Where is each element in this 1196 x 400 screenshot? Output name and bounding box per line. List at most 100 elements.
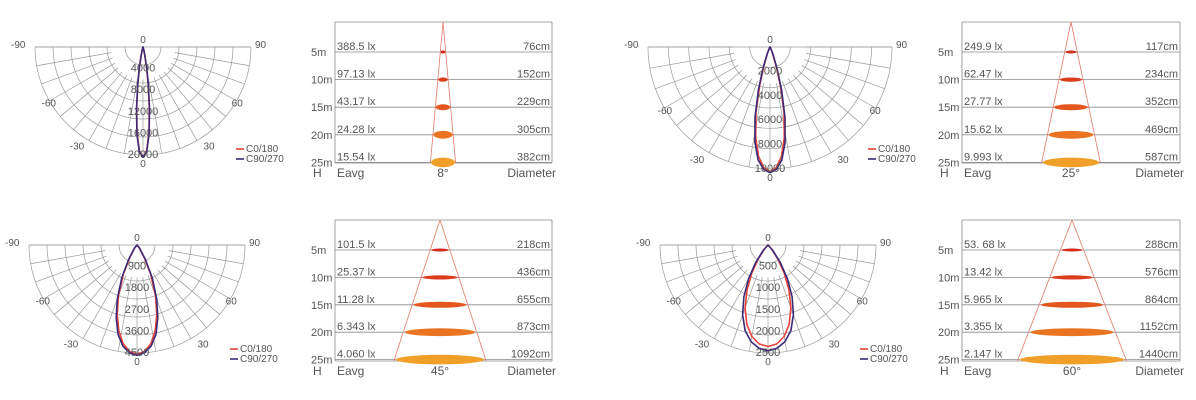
polar-angle-label: 0 <box>134 357 140 368</box>
illuminance-value: 249.9 lx <box>964 41 1003 53</box>
polar-grid-spoke <box>793 74 849 141</box>
beam-spot <box>1054 104 1088 111</box>
legend-label: C90/270 <box>240 354 278 365</box>
illuminance-table-5: 5m 101.5 lx 218cm 10m 25.37 lx 436cm 15m 11.28 … <box>311 219 556 378</box>
illuminance-value: 53. 68 lx <box>964 239 1006 251</box>
legend-label: C0/180 <box>246 144 279 155</box>
diameter-value: 152cm <box>517 69 550 81</box>
beam-cone-left <box>1041 21 1072 164</box>
polar-diagram-4: -90 90 -60 60 -30 30 0 0 900 1800 2700 3600 4500 C0/1… <box>5 233 278 368</box>
polar-grid-spoke <box>795 260 862 300</box>
polar-grid-spoke <box>676 70 743 126</box>
diameter-value: 234cm <box>1145 69 1178 81</box>
height-label: 25m <box>938 355 959 367</box>
polar-angle-label: 90 <box>249 238 261 249</box>
polar-radial-tick: 900 <box>128 261 146 273</box>
beam-spot <box>1059 77 1083 82</box>
diameter-value: 864cm <box>1145 294 1178 306</box>
beam-spot <box>1020 354 1124 365</box>
polar-grid-ring <box>749 46 791 68</box>
polar-grid-spoke <box>173 57 245 85</box>
height-label: 5m <box>938 245 953 257</box>
height-label: 20m <box>938 130 959 142</box>
beam-spot <box>396 354 484 365</box>
illuminance-value: 3.355 lx <box>964 321 1003 333</box>
footer-h-label: H <box>940 364 949 378</box>
polar-angle-label: 30 <box>197 340 209 351</box>
polar-grid-spoke <box>792 265 851 315</box>
footer-beam-angle: 60° <box>1063 364 1081 378</box>
height-label: 5m <box>938 47 953 59</box>
beam-spot <box>1065 50 1077 54</box>
footer-diameter-label: Diameter <box>1135 364 1184 378</box>
legend-label: C0/180 <box>870 344 903 355</box>
polar-angle-label: 0 <box>765 233 771 244</box>
height-label: 10m <box>311 75 332 87</box>
polar-angle-label: -90 <box>11 40 26 51</box>
polar-series-c90-270 <box>115 244 159 357</box>
height-label: 25m <box>311 355 332 367</box>
footer-diameter-label: Diameter <box>507 364 556 378</box>
height-label: 10m <box>938 272 959 284</box>
footer-h-label: H <box>313 364 322 378</box>
polar-angle-label: 60 <box>226 296 238 307</box>
polar-radial-tick: 20000 <box>128 149 159 161</box>
polar-grid-spoke <box>698 269 748 328</box>
polar-grid-spoke <box>82 272 122 339</box>
height-label: 25m <box>938 157 959 169</box>
polar-radial-tick: 8000 <box>758 139 782 151</box>
polar-grid-spoke <box>148 78 163 154</box>
polar-grid-spoke <box>88 74 128 141</box>
legend-label: C90/270 <box>870 354 908 365</box>
height-label: 15m <box>311 300 332 312</box>
polar-angle-label: -90 <box>5 238 20 249</box>
illuminance-value: 101.5 lx <box>337 239 376 251</box>
illuminance-value: 6.343 lx <box>337 321 376 333</box>
polar-angle-label: 90 <box>255 40 267 51</box>
diameter-value: 469cm <box>1145 124 1178 136</box>
polar-grid-spoke <box>713 272 753 339</box>
polar-radial-tick: 12000 <box>128 106 159 118</box>
height-label: 10m <box>938 75 959 87</box>
beam-spot <box>1043 157 1099 168</box>
diameter-value: 873cm <box>517 321 550 333</box>
polar-angle-label: -60 <box>667 296 682 307</box>
illuminance-value: 62.47 lx <box>964 69 1003 81</box>
polar-grid-spoke <box>168 250 244 265</box>
polar-radial-tick: 10000 <box>755 163 786 175</box>
footer-beam-angle: 25° <box>1062 166 1080 180</box>
polar-grid-spoke <box>153 77 181 149</box>
polar-grid-ring <box>118 244 156 264</box>
beam-spot <box>433 130 453 139</box>
legend-label: C90/270 <box>246 154 284 165</box>
polar-grid-spoke <box>123 78 138 154</box>
polar-grid-spoke <box>99 275 127 347</box>
diameter-value: 382cm <box>517 151 550 163</box>
illuminance-value: 27.77 lx <box>964 96 1003 108</box>
illuminance-value: 43.17 lx <box>337 96 376 108</box>
polar-grid-spoke <box>799 250 875 265</box>
polar-grid-spoke <box>167 67 226 117</box>
polar-grid-ring <box>749 244 787 264</box>
polar-grid-spoke <box>174 52 250 67</box>
polar-grid-spoke <box>170 62 237 102</box>
illuminance-table-3: 5m 249.9 lx 117cm 10m 62.47 lx 234cm 15m 27.77 … <box>938 21 1184 180</box>
diameter-value: 117cm <box>1146 41 1178 53</box>
polar-angle-label: -90 <box>636 238 651 249</box>
beam-spot <box>1051 275 1093 280</box>
polar-angle-label: 30 <box>203 142 215 153</box>
height-label: 5m <box>311 47 326 59</box>
beam-spot <box>431 248 449 252</box>
footer-beam-angle: 8° <box>437 166 449 180</box>
polar-radial-tick: 16000 <box>128 127 159 139</box>
polar-grid-spoke <box>649 53 735 69</box>
illuminance-value: 9.993 lx <box>964 151 1003 163</box>
footer-h-label: H <box>940 166 949 180</box>
polar-diagram-6: -90 90 -60 60 -30 30 0 0 500 1000 1500 2000 2500 C0/1… <box>636 233 908 368</box>
polar-angle-label: -60 <box>42 98 57 109</box>
footer-eavg-label: Eavg <box>337 166 364 180</box>
polar-angle-label: -30 <box>690 155 705 166</box>
polar-radial-tick: 2000 <box>756 325 780 337</box>
illuminance-value: 25.37 lx <box>337 266 376 278</box>
